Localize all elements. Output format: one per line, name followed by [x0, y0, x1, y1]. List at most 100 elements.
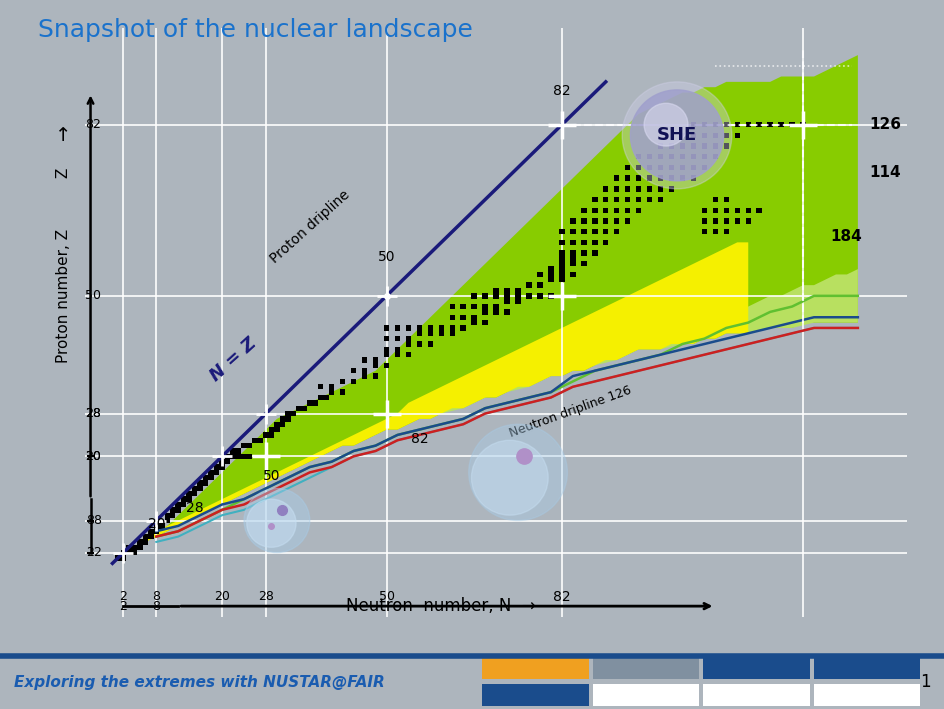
Bar: [591, 229, 597, 234]
Text: 82: 82: [410, 432, 428, 446]
Bar: [559, 229, 565, 234]
Bar: [460, 304, 465, 309]
Bar: [712, 208, 717, 213]
Bar: [514, 294, 520, 298]
Bar: [395, 325, 400, 330]
Bar: [236, 454, 241, 459]
Polygon shape: [118, 55, 857, 558]
Bar: [279, 422, 285, 427]
Bar: [427, 325, 432, 330]
Text: Proton dripline: Proton dripline: [267, 187, 352, 265]
Bar: [148, 529, 153, 534]
Bar: [581, 240, 586, 245]
Bar: [723, 122, 729, 128]
Bar: [712, 229, 717, 234]
Bar: [569, 250, 575, 256]
Bar: [679, 175, 684, 181]
Bar: [383, 347, 389, 352]
Bar: [383, 325, 389, 330]
Bar: [679, 154, 684, 160]
Bar: [624, 208, 630, 213]
Bar: [635, 197, 641, 202]
Bar: [702, 683, 809, 706]
Bar: [756, 208, 761, 213]
Bar: [362, 357, 367, 363]
Bar: [416, 325, 422, 330]
Bar: [481, 657, 588, 679]
Text: SHE: SHE: [656, 126, 697, 145]
Bar: [131, 550, 137, 555]
Circle shape: [644, 104, 687, 146]
Bar: [493, 309, 498, 315]
Bar: [416, 341, 422, 347]
Bar: [733, 218, 739, 223]
Bar: [203, 481, 208, 486]
Bar: [536, 294, 542, 298]
Text: Neutron dripline 126: Neutron dripline 126: [507, 384, 632, 440]
Bar: [690, 154, 696, 160]
Bar: [602, 186, 608, 191]
Bar: [536, 272, 542, 277]
Bar: [646, 197, 651, 202]
Bar: [268, 427, 274, 432]
Bar: [285, 416, 291, 422]
Bar: [700, 154, 706, 160]
Bar: [241, 454, 246, 459]
Bar: [262, 432, 268, 437]
Bar: [471, 315, 477, 320]
Bar: [657, 175, 663, 181]
Bar: [471, 320, 477, 325]
Bar: [614, 229, 619, 234]
Bar: [312, 400, 317, 406]
Bar: [559, 240, 565, 245]
Bar: [176, 507, 180, 513]
Bar: [395, 336, 400, 341]
Bar: [559, 272, 565, 277]
Bar: [668, 164, 674, 170]
Bar: [700, 164, 706, 170]
Bar: [723, 229, 729, 234]
Bar: [383, 336, 389, 341]
Bar: [164, 518, 170, 523]
Bar: [559, 250, 565, 256]
Bar: [372, 363, 378, 368]
Bar: [258, 437, 262, 443]
Bar: [581, 261, 586, 267]
Bar: [438, 330, 444, 336]
Bar: [153, 523, 159, 529]
Bar: [569, 256, 575, 261]
Text: 50: 50: [379, 590, 394, 603]
Bar: [646, 154, 651, 160]
Bar: [526, 294, 531, 298]
Bar: [252, 437, 258, 443]
Bar: [591, 240, 597, 245]
Bar: [180, 496, 186, 502]
Bar: [241, 443, 246, 448]
Text: ↑: ↑: [55, 126, 71, 145]
Text: 50: 50: [262, 469, 279, 483]
Bar: [591, 218, 597, 223]
Bar: [329, 384, 334, 389]
Bar: [329, 389, 334, 395]
Bar: [159, 523, 164, 529]
Bar: [700, 122, 706, 128]
Bar: [581, 229, 586, 234]
Bar: [700, 208, 706, 213]
Bar: [383, 352, 389, 357]
Text: Z: Z: [56, 167, 71, 178]
Bar: [679, 143, 684, 149]
Text: Neutron  number, N  →: Neutron number, N →: [346, 597, 535, 615]
Bar: [176, 502, 180, 507]
Bar: [723, 208, 729, 213]
Bar: [268, 432, 274, 437]
Bar: [121, 555, 126, 561]
Bar: [569, 218, 575, 223]
Bar: [657, 197, 663, 202]
Bar: [427, 341, 432, 347]
Bar: [679, 164, 684, 170]
Bar: [405, 352, 411, 357]
Bar: [614, 208, 619, 213]
Text: 1: 1: [919, 673, 930, 691]
Bar: [291, 411, 295, 416]
Bar: [481, 294, 487, 298]
